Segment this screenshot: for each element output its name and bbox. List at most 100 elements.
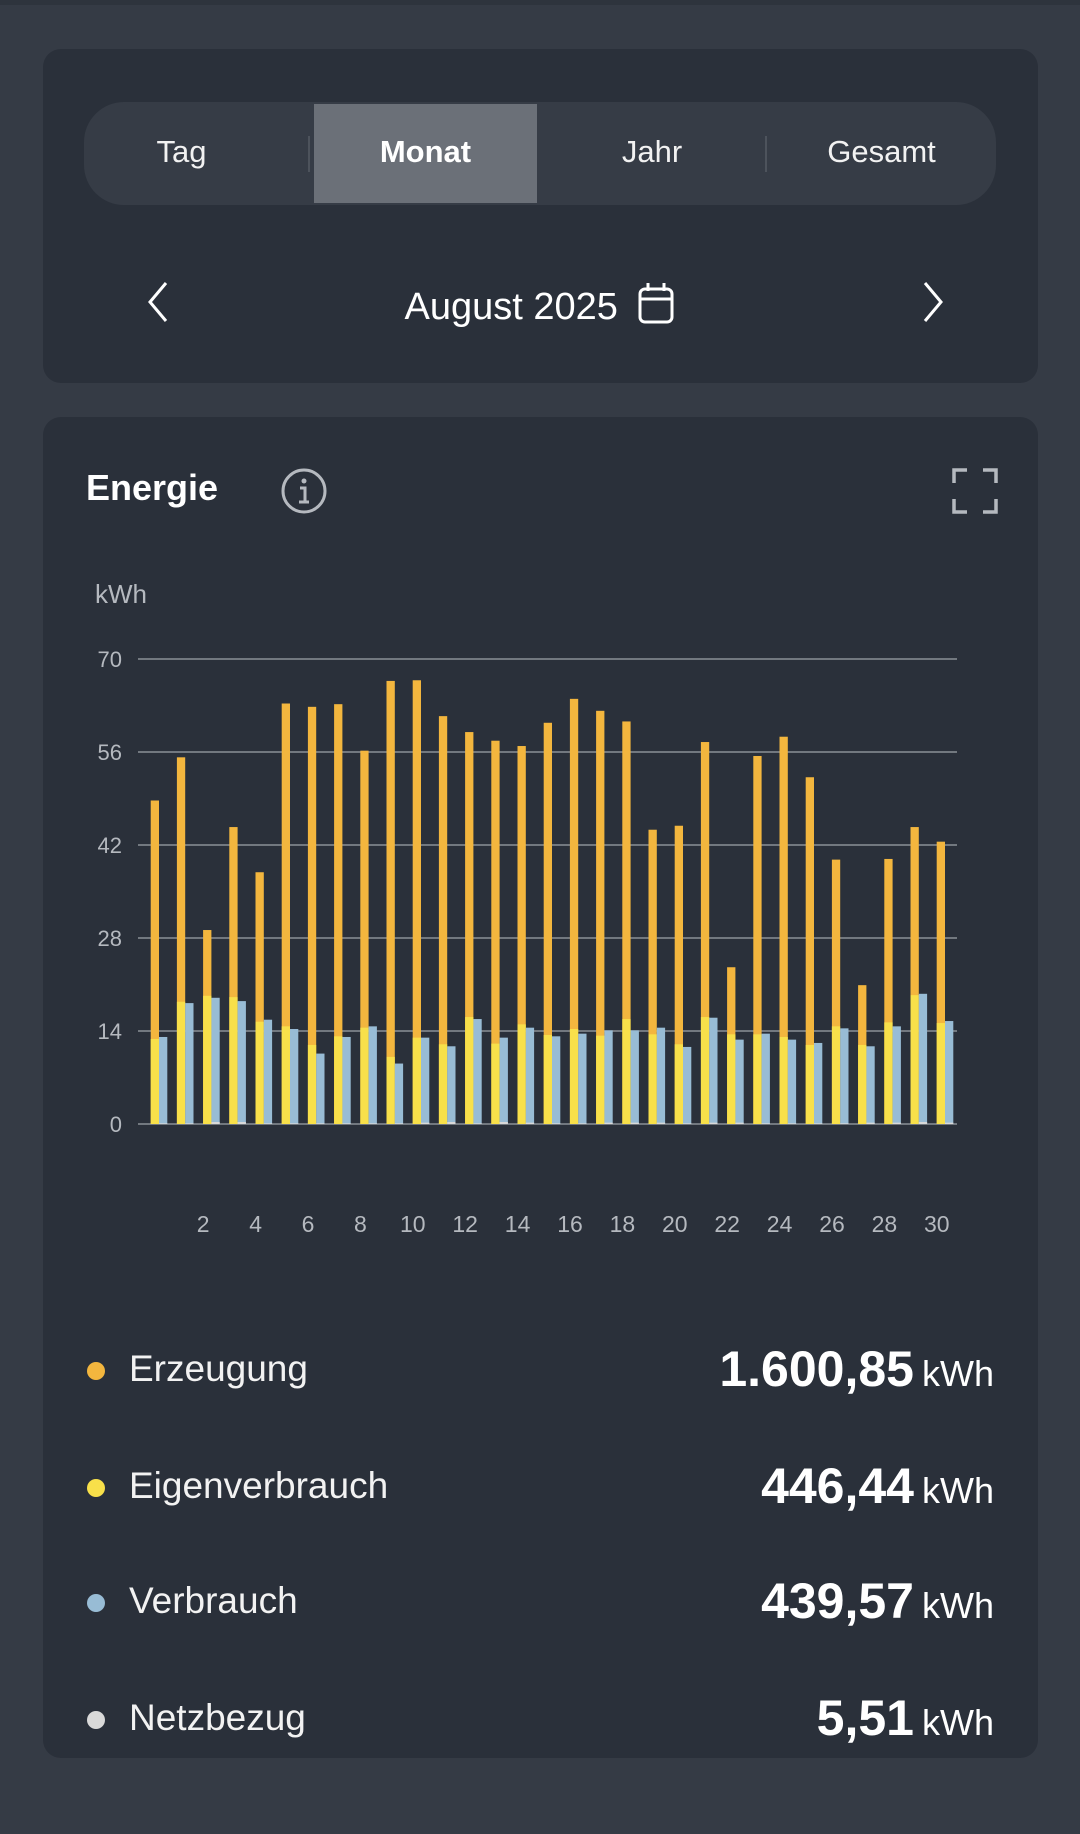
bar-erzeugung: [176, 757, 186, 1124]
x-tick-label: 26: [819, 1211, 845, 1237]
y-tick-label: 70: [98, 647, 122, 672]
bar-eigenverbrauch: [884, 1022, 893, 1124]
x-tick-label: 14: [505, 1211, 531, 1237]
chevron-right-icon: [923, 282, 943, 322]
bar-eigenverbrauch: [281, 1026, 290, 1124]
bar-eigenverbrauch: [805, 1044, 814, 1124]
bar-netzbezug: [630, 1122, 639, 1124]
bar-netzbezug: [211, 1122, 220, 1124]
bar-netzbezug: [263, 1123, 273, 1124]
bar-netzbezug: [945, 1122, 954, 1124]
tab-tag[interactable]: Tag: [156, 134, 207, 169]
bar-eigenverbrauch: [176, 1001, 186, 1124]
bar-eigenverbrauch: [622, 1019, 631, 1124]
bar-eigenverbrauch: [596, 1035, 605, 1124]
bar-netzbezug: [578, 1123, 587, 1124]
bar-eigenverbrauch: [307, 1044, 317, 1124]
bar-netzbezug: [787, 1123, 797, 1124]
bar-eigenverbrauch: [229, 997, 238, 1124]
bar-erzeugung: [622, 721, 631, 1124]
y-tick-label: 14: [98, 1019, 122, 1044]
bar-verbrauch: [421, 1037, 430, 1124]
legend-item-erzeugung: Erzeugung 1.600,85 kWh: [43, 1340, 1038, 1400]
bar-erzeugung: [884, 858, 893, 1124]
legend-unit: kWh: [922, 1353, 994, 1394]
info-icon[interactable]: [280, 467, 328, 515]
tab-monat[interactable]: Monat: [314, 104, 537, 203]
bar-netzbezug: [840, 1123, 849, 1124]
bar-eigenverbrauch: [700, 1017, 710, 1124]
date-picker[interactable]: August 2025: [43, 281, 1038, 329]
divider: [308, 136, 310, 172]
bar-eigenverbrauch: [674, 1044, 683, 1124]
bar-erzeugung: [936, 841, 945, 1124]
legend-value: 5,51 kWh: [817, 1689, 994, 1747]
bar-erzeugung: [438, 716, 448, 1124]
bar-verbrauch: [473, 1019, 482, 1124]
bar-netzbezug: [735, 1122, 744, 1124]
bar-verbrauch: [918, 993, 928, 1124]
bar-verbrauch: [735, 1039, 744, 1124]
bar-netzbezug: [499, 1122, 508, 1124]
bar-netzbezug: [525, 1122, 535, 1124]
bar-netzbezug: [342, 1123, 351, 1124]
bar-netzbezug: [892, 1122, 901, 1124]
bar-eigenverbrauch: [150, 1038, 159, 1124]
bar-netzbezug: [866, 1122, 875, 1124]
bar-verbrauch: [342, 1036, 351, 1124]
bar-eigenverbrauch: [360, 1027, 369, 1124]
bar-netzbezug: [604, 1122, 613, 1124]
bar-netzbezug: [552, 1123, 561, 1124]
calendar-icon: [638, 283, 674, 324]
legend-label: Verbrauch: [129, 1580, 298, 1621]
y-tick-label: 56: [98, 740, 122, 765]
previous-month-button[interactable]: [128, 269, 188, 335]
bar-eigenverbrauch: [412, 1037, 421, 1124]
bar-erzeugung: [700, 742, 710, 1124]
legend-item-eigenverbrauch: Eigenverbrauch 446,44 kWh: [43, 1457, 1038, 1517]
legend-number: 439,57: [761, 1573, 914, 1629]
bar-eigenverbrauch: [858, 1044, 867, 1124]
bar-erzeugung: [412, 680, 421, 1124]
bar-verbrauch: [316, 1053, 325, 1124]
bar-verbrauch: [787, 1039, 797, 1124]
bar-eigenverbrauch: [831, 1026, 841, 1124]
fullscreen-icon[interactable]: [951, 467, 999, 515]
tab-gesamt[interactable]: Gesamt: [827, 134, 936, 169]
bar-verbrauch: [630, 1030, 639, 1124]
bar-erzeugung: [779, 736, 788, 1124]
bar-erzeugung: [386, 680, 395, 1124]
bar-eigenverbrauch: [727, 1034, 736, 1124]
period-card: Tag Monat Jahr Gesamt August 2025: [43, 49, 1038, 383]
divider: [765, 136, 767, 172]
bar-eigenverbrauch: [334, 1036, 343, 1124]
bar-erzeugung: [360, 750, 369, 1124]
bar-netzbezug: [290, 1123, 299, 1124]
bar-verbrauch: [394, 1063, 404, 1124]
chevron-left-icon: [148, 282, 168, 322]
bar-eigenverbrauch: [543, 1034, 552, 1124]
bar-erzeugung: [910, 827, 919, 1124]
next-month-button[interactable]: [903, 269, 963, 335]
bar-erzeugung: [596, 710, 605, 1124]
bar-netzbezug: [814, 1123, 823, 1124]
bar-verbrauch: [814, 1042, 823, 1124]
bar-erzeugung: [281, 703, 290, 1124]
bar-netzbezug: [316, 1123, 325, 1124]
bar-verbrauch: [840, 1028, 849, 1124]
bar-erzeugung: [517, 746, 526, 1124]
y-axis-unit: kWh: [95, 579, 147, 609]
bar-erzeugung: [569, 698, 579, 1124]
bar-netzbezug: [159, 1123, 168, 1124]
x-tick-label: 2: [197, 1211, 210, 1237]
bar-verbrauch: [683, 1046, 692, 1124]
bar-erzeugung: [465, 732, 474, 1124]
legend-number: 5,51: [816, 1690, 914, 1746]
period-segmented-control: Tag Monat Jahr Gesamt: [84, 102, 996, 205]
bar-verbrauch: [945, 1021, 954, 1124]
x-tick-label: 10: [400, 1211, 426, 1237]
tab-jahr[interactable]: Jahr: [621, 134, 683, 169]
x-tick-label: 16: [557, 1211, 583, 1237]
bar-verbrauch: [552, 1036, 561, 1124]
bar-erzeugung: [307, 706, 317, 1124]
